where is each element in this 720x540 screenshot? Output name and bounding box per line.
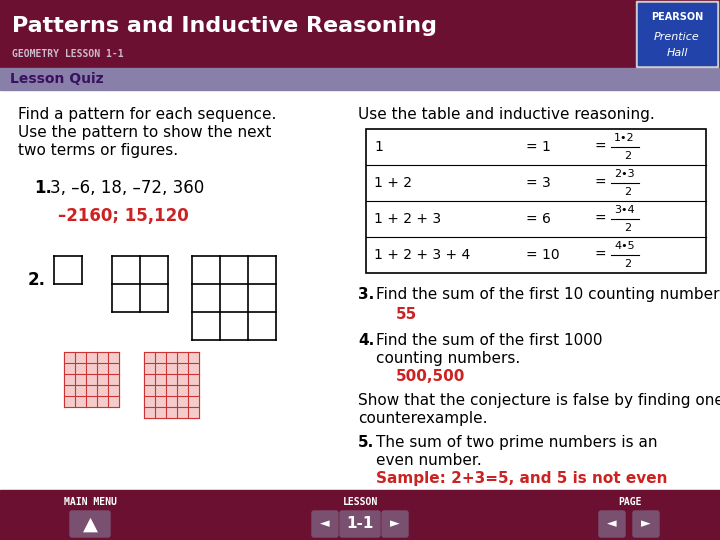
Text: GEOMETRY LESSON 1-1: GEOMETRY LESSON 1-1 xyxy=(12,49,124,59)
Text: 2: 2 xyxy=(624,151,631,161)
Text: PAGE: PAGE xyxy=(618,497,642,507)
FancyBboxPatch shape xyxy=(599,511,625,537)
Text: 1 + 2: 1 + 2 xyxy=(374,176,412,190)
Text: Prentice: Prentice xyxy=(654,32,700,42)
Bar xyxy=(0,90,720,490)
Bar xyxy=(638,3,716,65)
Text: LESSON: LESSON xyxy=(343,497,377,507)
Text: two terms or figures.: two terms or figures. xyxy=(18,143,178,158)
Text: counting numbers.: counting numbers. xyxy=(376,351,521,366)
Text: =: = xyxy=(594,212,606,226)
Text: = 3: = 3 xyxy=(526,176,551,190)
Text: ►: ► xyxy=(390,517,400,530)
Text: 1: 1 xyxy=(374,140,383,154)
Text: 55: 55 xyxy=(396,307,418,322)
FancyBboxPatch shape xyxy=(340,511,380,537)
Text: ◄: ◄ xyxy=(320,517,330,530)
Bar xyxy=(636,1,718,67)
Text: Find a pattern for each sequence.: Find a pattern for each sequence. xyxy=(18,107,276,122)
Text: 1.: 1. xyxy=(34,179,52,197)
Text: 5.: 5. xyxy=(358,435,374,450)
Text: =: = xyxy=(594,176,606,190)
Text: The sum of two prime numbers is an: The sum of two prime numbers is an xyxy=(376,435,657,450)
Text: MAIN MENU: MAIN MENU xyxy=(63,497,117,507)
Text: 500,500: 500,500 xyxy=(396,369,465,384)
Text: ◄: ◄ xyxy=(607,517,617,530)
Text: 3, –6, 18, –72, 360: 3, –6, 18, –72, 360 xyxy=(50,179,204,197)
Bar xyxy=(0,68,720,90)
Bar xyxy=(0,490,720,540)
Bar xyxy=(366,129,706,273)
Text: –2160; 15,120: –2160; 15,120 xyxy=(58,207,189,225)
FancyBboxPatch shape xyxy=(312,511,338,537)
Text: 2: 2 xyxy=(624,187,631,197)
Text: Hall: Hall xyxy=(666,48,688,58)
Text: Lesson Quiz: Lesson Quiz xyxy=(10,72,104,86)
Bar xyxy=(144,352,199,418)
Text: Use the table and inductive reasoning.: Use the table and inductive reasoning. xyxy=(358,107,654,122)
Text: Use the pattern to show the next: Use the pattern to show the next xyxy=(18,125,271,140)
Bar xyxy=(64,352,119,407)
Bar xyxy=(0,0,720,68)
Text: Show that the conjecture is false by finding one: Show that the conjecture is false by fin… xyxy=(358,393,720,408)
Text: Find the sum of the first 10 counting numbers.: Find the sum of the first 10 counting nu… xyxy=(376,287,720,302)
Text: 2: 2 xyxy=(624,259,631,269)
Text: 4.: 4. xyxy=(358,333,374,348)
Text: Find the sum of the first 1000: Find the sum of the first 1000 xyxy=(376,333,603,348)
Text: PEARSON: PEARSON xyxy=(651,12,703,22)
Text: Patterns and Inductive Reasoning: Patterns and Inductive Reasoning xyxy=(12,16,437,36)
Text: 4•5: 4•5 xyxy=(614,241,634,251)
Text: 1 + 2 + 3: 1 + 2 + 3 xyxy=(374,212,441,226)
Text: even number.: even number. xyxy=(376,453,482,468)
FancyBboxPatch shape xyxy=(633,511,659,537)
Text: ►: ► xyxy=(642,517,651,530)
Text: =: = xyxy=(594,140,606,154)
Text: = 6: = 6 xyxy=(526,212,551,226)
Text: 2.: 2. xyxy=(28,271,46,289)
FancyBboxPatch shape xyxy=(382,511,408,537)
Text: 1 + 2 + 3 + 4: 1 + 2 + 3 + 4 xyxy=(374,248,470,262)
Text: 3•4: 3•4 xyxy=(614,205,634,215)
Text: Sample: 2+3=5, and 5 is not even: Sample: 2+3=5, and 5 is not even xyxy=(376,471,667,486)
Text: = 10: = 10 xyxy=(526,248,559,262)
Text: 3.: 3. xyxy=(358,287,374,302)
Text: = 1: = 1 xyxy=(526,140,551,154)
Text: 2: 2 xyxy=(624,223,631,233)
FancyBboxPatch shape xyxy=(70,511,110,537)
Text: 2•3: 2•3 xyxy=(614,169,634,179)
Text: counterexample.: counterexample. xyxy=(358,411,487,426)
Text: ▲: ▲ xyxy=(83,515,97,534)
Text: 1•2: 1•2 xyxy=(614,133,634,143)
Text: 1-1: 1-1 xyxy=(346,516,374,531)
Text: =: = xyxy=(594,248,606,262)
